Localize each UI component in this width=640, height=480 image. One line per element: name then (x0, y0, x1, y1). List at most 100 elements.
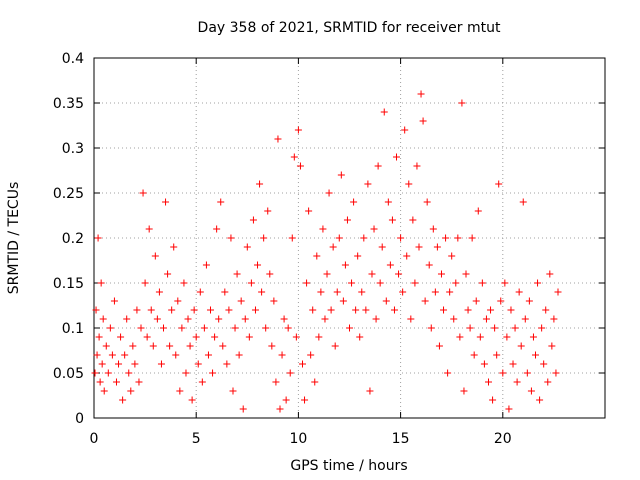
data-point (378, 243, 386, 251)
data-point (188, 396, 196, 404)
data-point (548, 342, 556, 350)
data-point (266, 270, 274, 278)
data-point (348, 279, 356, 287)
data-point (499, 369, 507, 377)
data-point (450, 315, 458, 323)
data-point (145, 225, 153, 233)
data-point (153, 315, 161, 323)
data-point (339, 297, 347, 305)
data-point (489, 396, 497, 404)
data-point (262, 324, 270, 332)
data-point (380, 108, 388, 116)
y-tick-label: 0.35 (53, 96, 84, 112)
data-point (527, 387, 535, 395)
data-point (493, 351, 501, 359)
data-point (280, 315, 288, 323)
data-point (284, 324, 292, 332)
data-point (112, 378, 120, 386)
data-point (390, 306, 398, 314)
data-point (458, 99, 466, 107)
data-point (405, 180, 413, 188)
y-tick-label: 0.4 (62, 51, 84, 67)
data-point (393, 153, 401, 161)
data-point (335, 234, 343, 242)
data-point (119, 396, 127, 404)
y-tick-label: 0.15 (53, 276, 84, 292)
data-point (343, 216, 351, 224)
data-point (162, 198, 170, 206)
data-point (164, 270, 172, 278)
data-point (178, 324, 186, 332)
data-point (249, 216, 257, 224)
data-point (346, 324, 353, 332)
data-point (395, 270, 403, 278)
data-point (407, 315, 415, 323)
data-point (141, 279, 149, 287)
data-point (186, 342, 194, 350)
data-point (125, 369, 133, 377)
data-point (94, 234, 102, 242)
data-point (200, 324, 208, 332)
data-point (231, 324, 239, 332)
x-tick-label: 5 (192, 431, 201, 447)
data-point (331, 342, 339, 350)
data-point (247, 279, 255, 287)
data-point (170, 243, 178, 251)
data-point (497, 297, 505, 305)
data-point (274, 135, 282, 143)
data-point (425, 261, 433, 269)
data-point (97, 279, 105, 287)
data-point (529, 333, 537, 341)
data-point (360, 234, 368, 242)
data-point (110, 297, 118, 305)
data-point (215, 315, 223, 323)
data-point (456, 333, 464, 341)
data-point (202, 261, 210, 269)
data-point (354, 252, 362, 260)
data-point (260, 234, 268, 242)
data-point (99, 315, 107, 323)
data-point (509, 360, 517, 368)
data-point (256, 180, 264, 188)
data-point (93, 351, 101, 359)
data-point (480, 360, 488, 368)
data-point (288, 234, 296, 242)
data-point (468, 234, 476, 242)
data-point (521, 315, 529, 323)
data-point (305, 207, 313, 215)
data-point (137, 324, 145, 332)
data-point (462, 270, 470, 278)
data-point (251, 306, 259, 314)
data-point (168, 306, 176, 314)
data-point (172, 351, 180, 359)
data-point (102, 342, 110, 350)
data-point (452, 279, 460, 287)
data-point (258, 288, 266, 296)
data-point (350, 198, 358, 206)
data-point (501, 279, 509, 287)
data-point (534, 279, 542, 287)
data-point (221, 288, 229, 296)
data-point (227, 234, 235, 242)
data-point (127, 387, 135, 395)
data-point (401, 126, 409, 134)
data-point (239, 405, 247, 413)
chart-title: Day 358 of 2021, SRMTID for receiver mtu… (198, 20, 501, 36)
data-point (278, 351, 286, 359)
data-point (511, 324, 519, 332)
data-point (415, 243, 423, 251)
data-point (182, 369, 190, 377)
data-point (157, 360, 165, 368)
data-point (235, 351, 243, 359)
data-point (427, 324, 435, 332)
data-point (386, 261, 394, 269)
data-point (444, 369, 452, 377)
data-point (366, 387, 374, 395)
data-point (180, 279, 188, 287)
data-point (313, 252, 321, 260)
data-point (474, 207, 482, 215)
data-point (108, 351, 116, 359)
data-point (115, 360, 123, 368)
data-point (384, 198, 392, 206)
data-point (272, 378, 280, 386)
